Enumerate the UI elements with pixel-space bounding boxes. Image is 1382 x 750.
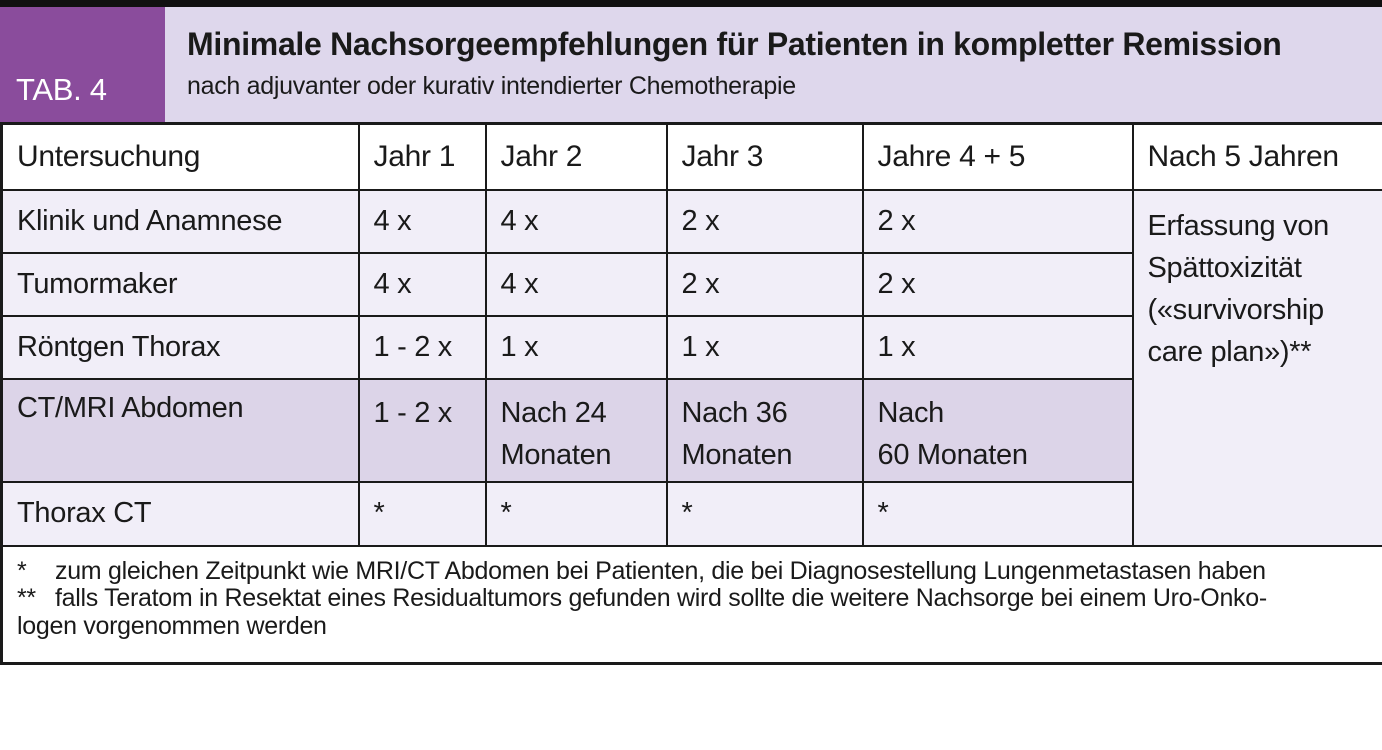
table-cell: Nach 60 Monaten [861,377,1134,483]
figure-subtitle: nach adjuvanter oder kurativ intendierte… [187,72,796,100]
row-label: Röntgen Thorax [0,314,360,380]
table-cell: 2 x [861,251,1134,317]
footnote-2-marker: ** [17,584,36,612]
top-border-bar [0,0,1382,7]
row-label: Tumormaker [0,251,360,317]
table-cell: 2 x [665,188,864,254]
table-cell: 1 x [665,314,864,380]
table-cell: 2 x [665,251,864,317]
figure-title: Minimale Nachsorgeempfehlungen für Patie… [187,26,1282,62]
column-header-jahr2: Jahr 2 [484,122,668,191]
table-cell: 1 - 2 x [357,314,487,380]
footnotes-cell: * zum gleichen Zeitpunkt wie MRI/CT Abdom… [0,544,1382,665]
table-cell: 1 x [861,314,1134,380]
footnote-2-continuation: logen vorgenommen werden [17,611,327,640]
footnote-2: ** falls Teratom in Resektat eines Residu… [17,584,1368,613]
header-row: Untersuchung Jahr 1 Jahr 2 Jahr 3 Jahre … [0,122,1382,191]
table-cell: 4 x [357,188,487,254]
tab-label: TAB. 4 [16,72,107,107]
table-row-roentgen-thorax: Röntgen Thorax 1 - 2 x 1 x 1 x 1 x [0,314,1382,380]
header-band: TAB. 4 Minimale Nachsorgeempfehlungen fü… [0,7,1382,122]
followup-table: Untersuchung Jahr 1 Jahr 2 Jahr 3 Jahre … [0,122,1382,665]
table-cell: 4 x [484,188,668,254]
row-label: Klinik und Anamnese [0,188,360,254]
footnote-2-text: falls Teratom in Resektat eines Residual… [55,584,1267,612]
table-cell: Nach 24 Monaten [484,377,668,483]
table-cell: 1 x [484,314,668,380]
table-row-thorax-ct: Thorax CT * * * * [0,480,1382,547]
table-cell: 4 x [357,251,487,317]
table-cell: * [665,480,864,547]
table-cell: * [861,480,1134,547]
table-cell: 1 - 2 x [357,377,487,483]
table-cell: * [357,480,487,547]
footnote-1-marker: * [17,556,27,585]
row-label: CT/MRI Abdomen [0,377,360,483]
footnotes-row: * zum gleichen Zeitpunkt wie MRI/CT Abdom… [0,544,1382,665]
column-header-jahre45: Jahre 4 + 5 [861,122,1134,191]
footnote-1: * zum gleichen Zeitpunkt wie MRI/CT Abdom… [17,556,1368,586]
table-cell: * [484,480,668,547]
table-row-tumormaker: Tumormaker 4 x 4 x 2 x 2 x [0,251,1382,317]
table-cell: 4 x [484,251,668,317]
table-cell: 2 x [861,188,1134,254]
table-cell: Nach 36 Monaten [665,377,864,483]
column-header-nach5: Nach 5 Jahren [1131,122,1382,191]
after5-merged-cell: Erfassung von Spättoxizität («survivorsh… [1131,188,1382,547]
table-row-klinik: Klinik und Anamnese 4 x 4 x 2 x 2 x Erfa… [0,188,1382,547]
column-header-untersuchung: Untersuchung [0,122,360,191]
title-block: Minimale Nachsorgeempfehlungen für Patie… [165,7,1291,122]
table-row-ct-mri-abdomen: CT/MRI Abdomen 1 - 2 x Nach 24 Monaten N… [0,377,1382,483]
footnote-1-text: zum gleichen Zeitpunkt wie MRI/CT Abdome… [55,556,1266,585]
row-label: Thorax CT [0,480,360,547]
column-header-jahr3: Jahr 3 [665,122,864,191]
column-header-jahr1: Jahr 1 [357,122,487,191]
tab-badge: TAB. 4 [0,7,165,122]
